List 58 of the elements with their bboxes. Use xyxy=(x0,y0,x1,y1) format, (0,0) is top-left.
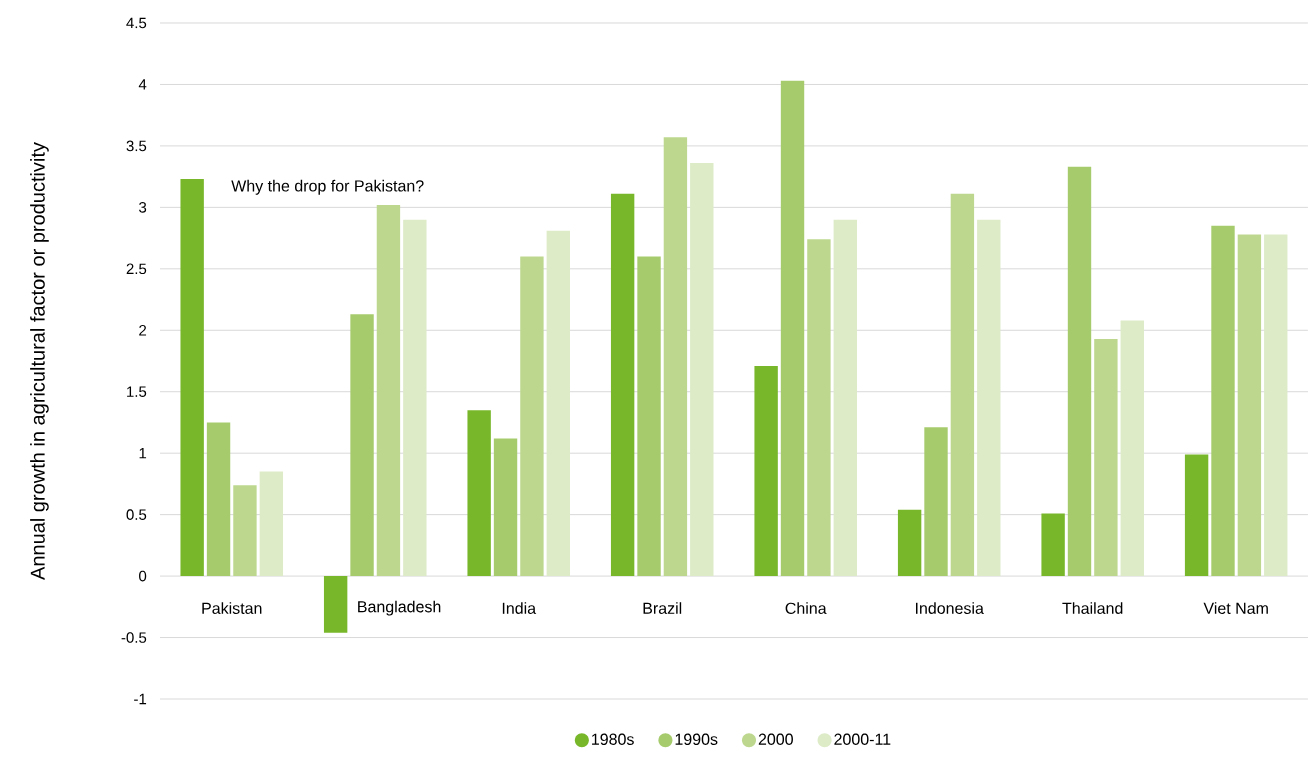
bar xyxy=(833,219,857,577)
y-tick-label: -0.5 xyxy=(121,632,147,643)
bar xyxy=(807,239,831,577)
bar xyxy=(1237,234,1262,577)
y-tick-label: -1 xyxy=(134,693,147,705)
bar xyxy=(1067,166,1092,577)
x-tick-label: China xyxy=(785,602,827,614)
y-tick-label: 3 xyxy=(139,202,147,213)
bar xyxy=(1211,225,1235,577)
bar xyxy=(323,576,348,633)
y-tick-label: 4 xyxy=(138,79,147,90)
bar xyxy=(180,179,204,577)
bar xyxy=(780,80,805,577)
bar xyxy=(467,410,491,577)
bar xyxy=(977,219,1001,577)
x-tick-label: Pakistan xyxy=(202,602,262,614)
bar xyxy=(493,438,518,577)
y-tick-label: 3.5 xyxy=(126,140,147,152)
y-tick-label: 1.5 xyxy=(127,386,147,397)
y-tick-label: 2.5 xyxy=(126,263,147,275)
y-axis-title: Annual growth in agricultural factor or productivity xyxy=(30,142,49,580)
y-tick-label: 0.5 xyxy=(126,509,147,520)
legend-label: 1980s xyxy=(592,733,634,745)
bar xyxy=(610,193,635,577)
x-tick-label: Bangladesh xyxy=(358,600,441,616)
x-tick-label: Brazil xyxy=(643,602,682,614)
annotation: Why the drop for Pakistan? xyxy=(231,179,424,195)
bar xyxy=(376,204,401,577)
y-tick-label: 1 xyxy=(139,448,147,459)
bar xyxy=(754,365,778,577)
bar xyxy=(259,471,284,577)
bar xyxy=(1264,234,1288,577)
bar xyxy=(637,256,661,577)
bar xyxy=(1120,320,1144,577)
x-tick-label: Viet Nam xyxy=(1203,602,1268,614)
y-tick-label: 0 xyxy=(139,570,147,582)
legend-label: 1990s xyxy=(675,733,718,745)
bar xyxy=(897,509,922,577)
bar xyxy=(690,163,714,577)
x-tick-label: Indonesia xyxy=(915,602,984,614)
bar xyxy=(950,193,975,577)
y-tick-label: 4.5 xyxy=(126,17,147,29)
x-tick-label: India xyxy=(502,602,537,614)
bar xyxy=(233,485,257,577)
bar xyxy=(1094,338,1118,577)
bar xyxy=(663,137,688,577)
bar xyxy=(924,427,948,577)
x-tick-label: Thailand xyxy=(1062,602,1123,614)
legend-label: 2000-11 xyxy=(834,733,891,745)
bar xyxy=(1041,513,1065,577)
bar xyxy=(350,314,374,577)
bar xyxy=(520,256,544,577)
legend-label: 2000 xyxy=(758,733,793,745)
bar xyxy=(546,230,571,577)
bar xyxy=(403,219,427,577)
bar xyxy=(206,422,231,577)
y-tick-label: 2 xyxy=(139,325,147,336)
bar xyxy=(1184,454,1209,577)
